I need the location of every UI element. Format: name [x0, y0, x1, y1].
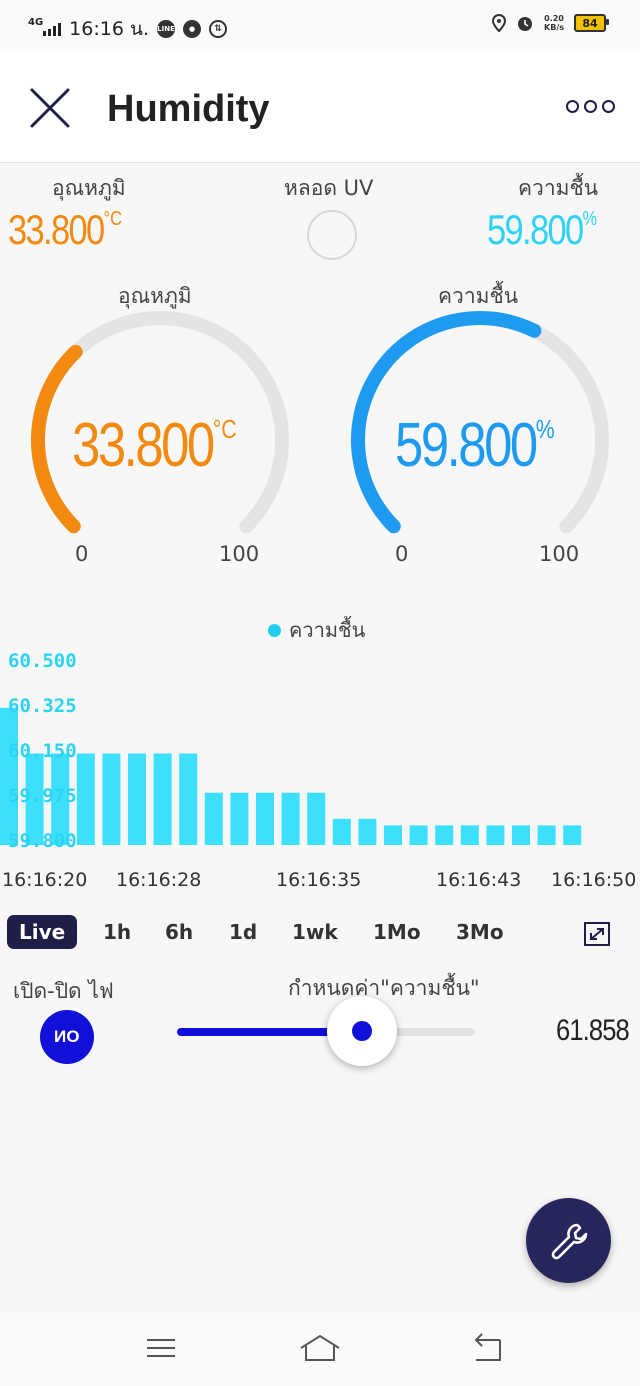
chart-bar — [409, 825, 428, 845]
humidity-label: ความชื้น — [518, 176, 599, 200]
chart-bar — [460, 825, 479, 845]
chart-bar — [128, 753, 146, 845]
humidity-setpoint-label: กำหนดค่า"ความชื้น" — [288, 976, 480, 1000]
chart-bar — [25, 753, 44, 845]
temperature-value: 33.800°C — [8, 206, 122, 253]
humidity-gauge-label: ความชื้น — [438, 284, 519, 308]
chart-bar — [102, 753, 121, 845]
humidity-gauge-fill — [351, 311, 542, 534]
line-icon: LINE — [157, 20, 175, 38]
y-tick-label: 59.975 — [8, 785, 77, 807]
humidity-setpoint-value: 61.858 — [556, 1014, 630, 1047]
tab-1d[interactable]: 1d — [229, 920, 258, 944]
humidity-gauge-value: 59.800% — [395, 411, 555, 480]
signal-icon — [43, 22, 62, 36]
network-speed: 0.20 KB/s — [544, 14, 564, 32]
chart-bar — [486, 825, 505, 845]
battery-level: 84 — [582, 16, 598, 30]
humidity-gauge-min: 0 — [395, 542, 409, 566]
humidity-gauge — [351, 311, 609, 534]
temperature-label: อุณหภูมิ — [52, 176, 126, 200]
humidity-setpoint-slider[interactable] — [177, 996, 475, 1066]
humidity-value: 59.800% — [487, 206, 598, 253]
battery-icon: 84 — [574, 14, 609, 32]
chart-bar — [435, 825, 454, 845]
chart-bar — [179, 753, 198, 845]
temperature-gauge-min: 0 — [75, 542, 89, 566]
tab-6h[interactable]: 6h — [165, 920, 194, 944]
alarm-icon — [518, 17, 533, 31]
x-tick-label: 16:16:50 — [551, 869, 637, 891]
chart-bar — [204, 792, 223, 845]
uv-lamp-label: หลอด UV — [284, 176, 374, 200]
chart-bar — [51, 753, 70, 845]
more-icon — [566, 100, 579, 113]
chart-bar — [256, 792, 274, 845]
temperature-gauge-max: 100 — [219, 542, 260, 566]
humidity-gauge-max: 100 — [539, 542, 580, 566]
y-tick-label: 59.800 — [8, 830, 77, 852]
light-switch-label: เปิด-ปิด ไฟ — [13, 979, 114, 1003]
uv-lamp-indicator[interactable] — [307, 210, 357, 260]
chart-legend[interactable]: ความชื้น — [268, 614, 365, 646]
humidity-bar-chart — [0, 707, 582, 845]
status-bar: 4G 16:16 น. LINE ● ⇅ 0.20 KB/s 84 — [0, 0, 640, 52]
app-header: Humidity — [0, 52, 640, 163]
slider-thumb[interactable] — [326, 996, 397, 1066]
chart-bar — [153, 753, 172, 845]
wrench-icon — [551, 1223, 587, 1259]
slider-fill — [177, 1028, 362, 1036]
chart-bar — [230, 792, 249, 845]
tab-live[interactable]: Live — [7, 915, 78, 949]
tab-1h[interactable]: 1h — [103, 920, 132, 944]
temperature-gauge-value: 33.800°C — [72, 411, 237, 480]
y-tick-label: 60.500 — [8, 650, 77, 672]
more-button[interactable] — [566, 100, 615, 113]
leaf-icon: ● — [183, 20, 201, 38]
chart-bar — [358, 818, 377, 845]
y-tick-label: 60.325 — [8, 695, 77, 717]
tab-1mo[interactable]: 1Mo — [373, 920, 421, 944]
y-tick-label: 60.150 — [8, 740, 77, 762]
chart-bar — [537, 825, 556, 845]
light-toggle[interactable]: ON — [40, 1010, 94, 1064]
clock: 16:16 น. — [69, 18, 149, 40]
tab-3mo[interactable]: 3Mo — [456, 920, 504, 944]
network-type: 4G — [28, 17, 44, 28]
chart-bar — [76, 753, 95, 845]
page-title: Humidity — [107, 88, 270, 130]
system-nav-bar — [0, 1312, 640, 1386]
settings-fab[interactable] — [526, 1198, 611, 1283]
chart-bar — [332, 818, 351, 845]
menu-icon[interactable] — [145, 1332, 177, 1364]
close-icon — [30, 88, 70, 128]
chart-bar — [563, 825, 582, 845]
legend-label: ความชื้น — [289, 618, 366, 642]
location-icon — [492, 14, 507, 32]
x-tick-label: 16:16:20 — [2, 869, 88, 891]
chart-bar — [0, 707, 18, 845]
expand-icon[interactable] — [584, 922, 610, 946]
legend-swatch — [268, 623, 281, 637]
temperature-gauge — [31, 311, 289, 534]
x-tick-label: 16:16:35 — [276, 869, 362, 891]
temperature-gauge-fill — [31, 344, 83, 534]
chart-bar — [281, 792, 300, 845]
back-icon[interactable] — [470, 1332, 504, 1364]
home-icon[interactable] — [298, 1332, 342, 1364]
x-tick-label: 16:16:28 — [116, 869, 202, 891]
chart-bar — [512, 825, 530, 845]
x-tick-label: 16:16:43 — [436, 869, 522, 891]
chart-bar — [384, 825, 402, 845]
tab-1wk[interactable]: 1wk — [292, 920, 338, 944]
sync-icon: ⇅ — [209, 20, 227, 38]
temperature-gauge-label: อุณหภูมิ — [118, 284, 192, 308]
close-button[interactable] — [28, 86, 72, 130]
chart-bar — [307, 792, 326, 845]
